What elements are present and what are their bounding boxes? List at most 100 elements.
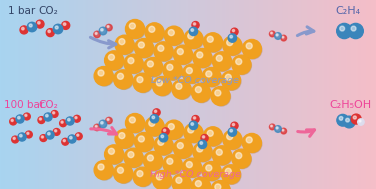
Circle shape [173, 139, 193, 158]
Circle shape [232, 55, 251, 74]
Circle shape [228, 34, 237, 42]
Circle shape [193, 48, 212, 67]
Circle shape [44, 113, 52, 121]
Circle shape [174, 175, 192, 189]
Circle shape [193, 85, 211, 103]
Circle shape [211, 180, 230, 189]
Circle shape [107, 119, 109, 121]
Circle shape [191, 29, 194, 31]
Circle shape [168, 124, 174, 130]
Circle shape [152, 116, 155, 119]
Circle shape [212, 52, 231, 71]
Circle shape [343, 116, 355, 128]
Circle shape [27, 22, 37, 32]
Circle shape [145, 59, 163, 77]
Circle shape [154, 42, 173, 61]
Circle shape [114, 70, 133, 89]
Circle shape [348, 23, 363, 39]
Circle shape [230, 129, 232, 132]
Circle shape [21, 27, 24, 30]
Circle shape [197, 52, 203, 58]
Circle shape [167, 158, 173, 164]
Circle shape [203, 33, 222, 52]
Circle shape [192, 115, 199, 123]
Circle shape [176, 83, 182, 89]
Circle shape [231, 28, 238, 35]
Circle shape [175, 141, 193, 159]
Circle shape [98, 70, 104, 76]
Circle shape [193, 117, 196, 119]
Circle shape [185, 125, 203, 143]
Text: Low *CO coverage: Low *CO coverage [151, 76, 239, 85]
Circle shape [232, 123, 235, 126]
Circle shape [115, 129, 134, 148]
Circle shape [128, 58, 134, 64]
Circle shape [212, 146, 231, 165]
Circle shape [39, 118, 41, 120]
Circle shape [55, 26, 58, 29]
Circle shape [106, 52, 124, 70]
Circle shape [129, 23, 135, 29]
Circle shape [96, 68, 114, 86]
Circle shape [205, 128, 223, 146]
Circle shape [165, 156, 183, 174]
Circle shape [346, 118, 349, 122]
Text: CO₂: CO₂ [38, 6, 58, 16]
Circle shape [202, 136, 205, 138]
Circle shape [223, 130, 242, 149]
Circle shape [74, 115, 80, 122]
Circle shape [206, 165, 212, 171]
Circle shape [149, 26, 155, 32]
Circle shape [191, 123, 194, 125]
Circle shape [337, 114, 349, 126]
Circle shape [55, 130, 57, 132]
Circle shape [115, 35, 134, 54]
Circle shape [46, 29, 54, 37]
Circle shape [282, 129, 284, 131]
Circle shape [193, 143, 212, 161]
Circle shape [146, 118, 165, 136]
Circle shape [200, 142, 203, 144]
Circle shape [184, 66, 202, 84]
Circle shape [198, 140, 207, 149]
Circle shape [166, 122, 184, 140]
Circle shape [271, 32, 272, 34]
Circle shape [202, 67, 221, 87]
Circle shape [60, 120, 67, 127]
Circle shape [38, 117, 45, 123]
Circle shape [94, 31, 100, 38]
Circle shape [53, 24, 63, 34]
Circle shape [75, 133, 82, 140]
Circle shape [133, 167, 152, 186]
Circle shape [126, 56, 144, 74]
Circle shape [244, 135, 262, 153]
Circle shape [202, 161, 221, 180]
Circle shape [212, 182, 230, 189]
Circle shape [126, 19, 144, 39]
Circle shape [236, 153, 242, 159]
Text: 1 bar: 1 bar [8, 6, 35, 16]
Circle shape [94, 160, 113, 180]
Circle shape [137, 171, 143, 177]
Circle shape [144, 152, 162, 170]
Circle shape [188, 33, 194, 39]
Circle shape [216, 55, 222, 61]
Circle shape [16, 115, 24, 123]
Circle shape [176, 177, 182, 183]
Circle shape [340, 26, 345, 31]
Circle shape [38, 22, 40, 24]
Circle shape [135, 39, 153, 57]
Circle shape [117, 73, 123, 79]
Circle shape [94, 67, 113, 86]
Circle shape [119, 39, 125, 45]
Circle shape [172, 80, 191, 99]
Circle shape [144, 57, 162, 77]
Circle shape [221, 71, 240, 90]
Circle shape [228, 128, 237, 136]
Circle shape [232, 149, 251, 168]
Circle shape [10, 118, 17, 125]
Circle shape [20, 134, 22, 137]
Circle shape [164, 120, 183, 139]
Circle shape [216, 149, 222, 155]
Circle shape [36, 20, 44, 28]
